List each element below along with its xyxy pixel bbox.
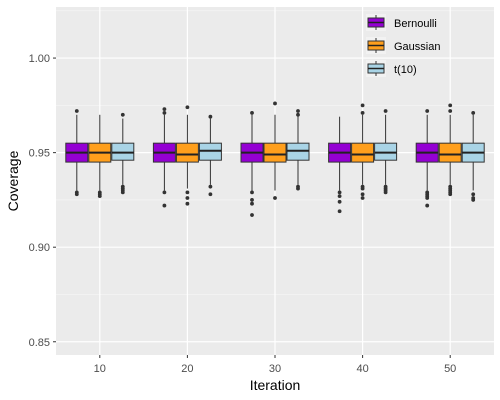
box-40 bbox=[374, 109, 398, 195]
outlier-point bbox=[360, 196, 365, 200]
outlier-point bbox=[74, 192, 79, 197]
series-gaussian bbox=[88, 101, 462, 206]
outlier-point bbox=[337, 190, 342, 195]
box-50 bbox=[461, 111, 485, 202]
outlier-point bbox=[448, 103, 453, 108]
legend-label: Gaussian bbox=[394, 41, 440, 53]
box-body bbox=[175, 142, 199, 163]
y-tick-label: 0.90 bbox=[29, 242, 50, 254]
x-tick-label: 10 bbox=[94, 363, 106, 375]
x-axis: 10 20 30 40 50 bbox=[94, 355, 456, 375]
outlier-point bbox=[383, 109, 388, 113]
box-10 bbox=[65, 109, 89, 197]
box-30 bbox=[263, 101, 287, 200]
outlier-point bbox=[273, 196, 277, 200]
outlier-point bbox=[250, 213, 254, 217]
box-body bbox=[438, 142, 462, 163]
outlier-point bbox=[185, 201, 190, 206]
outlier-point bbox=[425, 109, 430, 113]
legend-label: t(10) bbox=[394, 64, 417, 76]
outlier-point bbox=[471, 192, 476, 197]
series-bernoulli bbox=[65, 107, 439, 217]
outlier-point bbox=[296, 109, 300, 113]
legend-item-t-10-: t(10) bbox=[366, 60, 417, 77]
outlier-point bbox=[162, 111, 167, 115]
outlier-point bbox=[425, 196, 430, 200]
outlier-point bbox=[471, 198, 476, 202]
y-tick-label: 0.85 bbox=[29, 337, 50, 349]
outlier-point bbox=[120, 112, 125, 117]
box-20 bbox=[152, 107, 176, 208]
y-tick-label: 0.95 bbox=[29, 148, 50, 160]
outlier-point bbox=[273, 101, 277, 106]
outlier-point bbox=[337, 194, 342, 199]
outlier-point bbox=[360, 111, 365, 115]
outlier-point bbox=[162, 203, 167, 208]
outlier-point bbox=[185, 190, 190, 195]
outlier-point bbox=[448, 192, 453, 197]
outlier-point bbox=[337, 209, 342, 214]
x-tick-label: 30 bbox=[269, 363, 281, 375]
box-10 bbox=[88, 114, 112, 199]
outlier-point bbox=[74, 109, 79, 113]
box-series bbox=[65, 101, 485, 217]
x-tick-label: 50 bbox=[444, 363, 456, 375]
box-50 bbox=[415, 109, 439, 208]
outlier-point bbox=[360, 103, 365, 108]
box-body bbox=[351, 142, 375, 163]
outlier-point bbox=[448, 109, 453, 113]
outlier-point bbox=[250, 201, 254, 206]
y-tick-label: 1.00 bbox=[29, 53, 50, 65]
outlier-point bbox=[162, 190, 167, 195]
outlier-point bbox=[360, 192, 365, 197]
y-axis: 0.85 0.90 0.95 1.00 bbox=[29, 53, 56, 349]
outlier-point bbox=[185, 196, 190, 200]
box-40 bbox=[351, 103, 375, 200]
box-30 bbox=[286, 109, 310, 191]
x-tick-label: 20 bbox=[181, 363, 193, 375]
box-50 bbox=[438, 103, 462, 197]
box-20 bbox=[175, 105, 199, 206]
box-10 bbox=[111, 112, 135, 195]
outlier-point bbox=[383, 190, 388, 195]
box-30 bbox=[240, 111, 264, 217]
series-t-10- bbox=[111, 109, 485, 202]
outlier-point bbox=[425, 203, 430, 208]
outlier-point bbox=[250, 198, 254, 202]
outlier-point bbox=[471, 111, 476, 115]
x-axis-title: Iteration bbox=[250, 377, 301, 393]
legend: Bernoulli Gaussian t(10) bbox=[366, 14, 440, 77]
outlier-point bbox=[208, 184, 213, 189]
legend-item-bernoulli: Bernoulli bbox=[366, 14, 437, 31]
outlier-point bbox=[337, 199, 342, 204]
outlier-point bbox=[296, 112, 300, 117]
y-axis-title: Coverage bbox=[5, 150, 21, 211]
outlier-point bbox=[120, 190, 125, 195]
box-40 bbox=[328, 116, 352, 214]
box-body bbox=[263, 142, 287, 163]
outlier-point bbox=[208, 114, 213, 119]
outlier-point bbox=[97, 194, 102, 199]
outlier-point bbox=[208, 192, 213, 197]
outlier-point bbox=[360, 186, 365, 191]
outlier-point bbox=[162, 107, 167, 112]
outlier-point bbox=[250, 190, 254, 195]
legend-item-gaussian: Gaussian bbox=[366, 37, 440, 54]
box-20 bbox=[198, 114, 222, 197]
legend-label: Bernoulli bbox=[394, 18, 437, 30]
outlier-point bbox=[296, 186, 300, 191]
x-tick-label: 40 bbox=[356, 363, 368, 375]
outlier-point bbox=[250, 111, 254, 115]
outlier-point bbox=[185, 105, 190, 110]
